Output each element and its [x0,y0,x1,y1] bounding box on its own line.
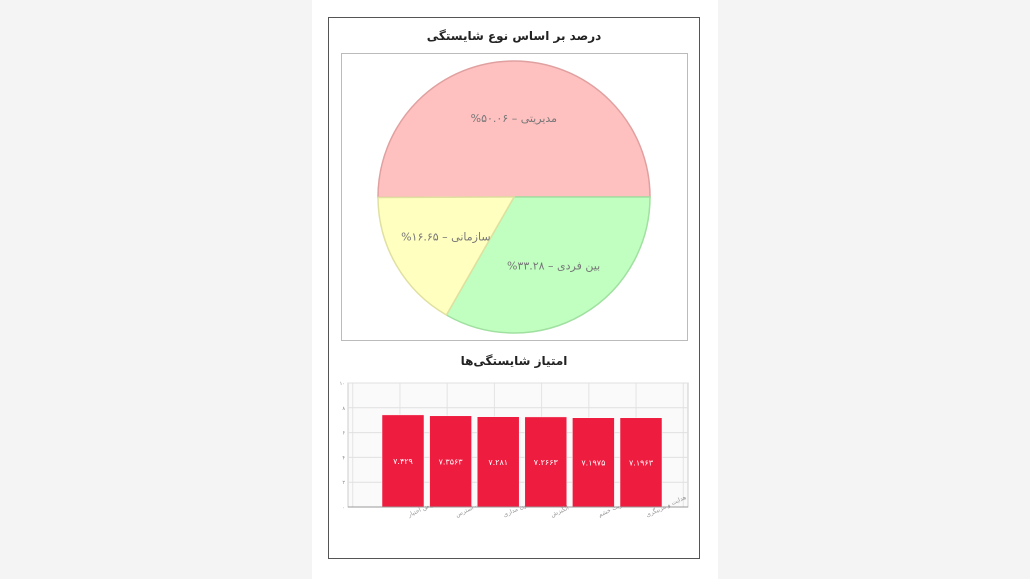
y-tick-label: ۰ [342,505,345,511]
pie-chart-title: درصد بر اساس نوع شایستگی [426,29,602,43]
bar [619,417,663,508]
bar [524,416,568,508]
y-tick-label: ۱۰ [340,381,345,387]
y-tick-label: ۴ [342,455,345,461]
report-frame [328,17,700,559]
bar [381,414,425,508]
bar-value-label: ۷.۲۶۶۳ [534,458,559,467]
bar [572,417,615,508]
bar-value-label: ۷.۲۸۱ [488,458,508,467]
bar-value-label: ۷.۴۲۹ [393,457,413,466]
bar-value-label: ۷.۱۹۶۳ [629,458,654,467]
pie-slice-label: بین فردی – ۳۳.۲۸% [507,259,600,272]
pie-slice [445,196,651,334]
bar-value-label: ۷.۳۵۶۳ [439,457,464,466]
pie-slice [377,60,651,199]
pie-slice-label: مدیریتی – ۵۰.۰۶% [471,112,558,125]
y-tick-label: ۸ [342,406,345,412]
pie-chart-box [341,53,688,341]
pie-slice [377,196,516,317]
bar [429,415,472,508]
bar-chart-title: امتیاز شایستگی‌ها [460,354,568,368]
pie-slice-label: سازمانی – ۱۶.۶۵% [401,231,490,244]
y-tick-label: ۲ [342,480,345,486]
y-tick-label: ۶ [342,431,345,437]
bar-value-label: ۷.۱۹۷۵ [581,458,605,467]
bar [476,416,520,508]
